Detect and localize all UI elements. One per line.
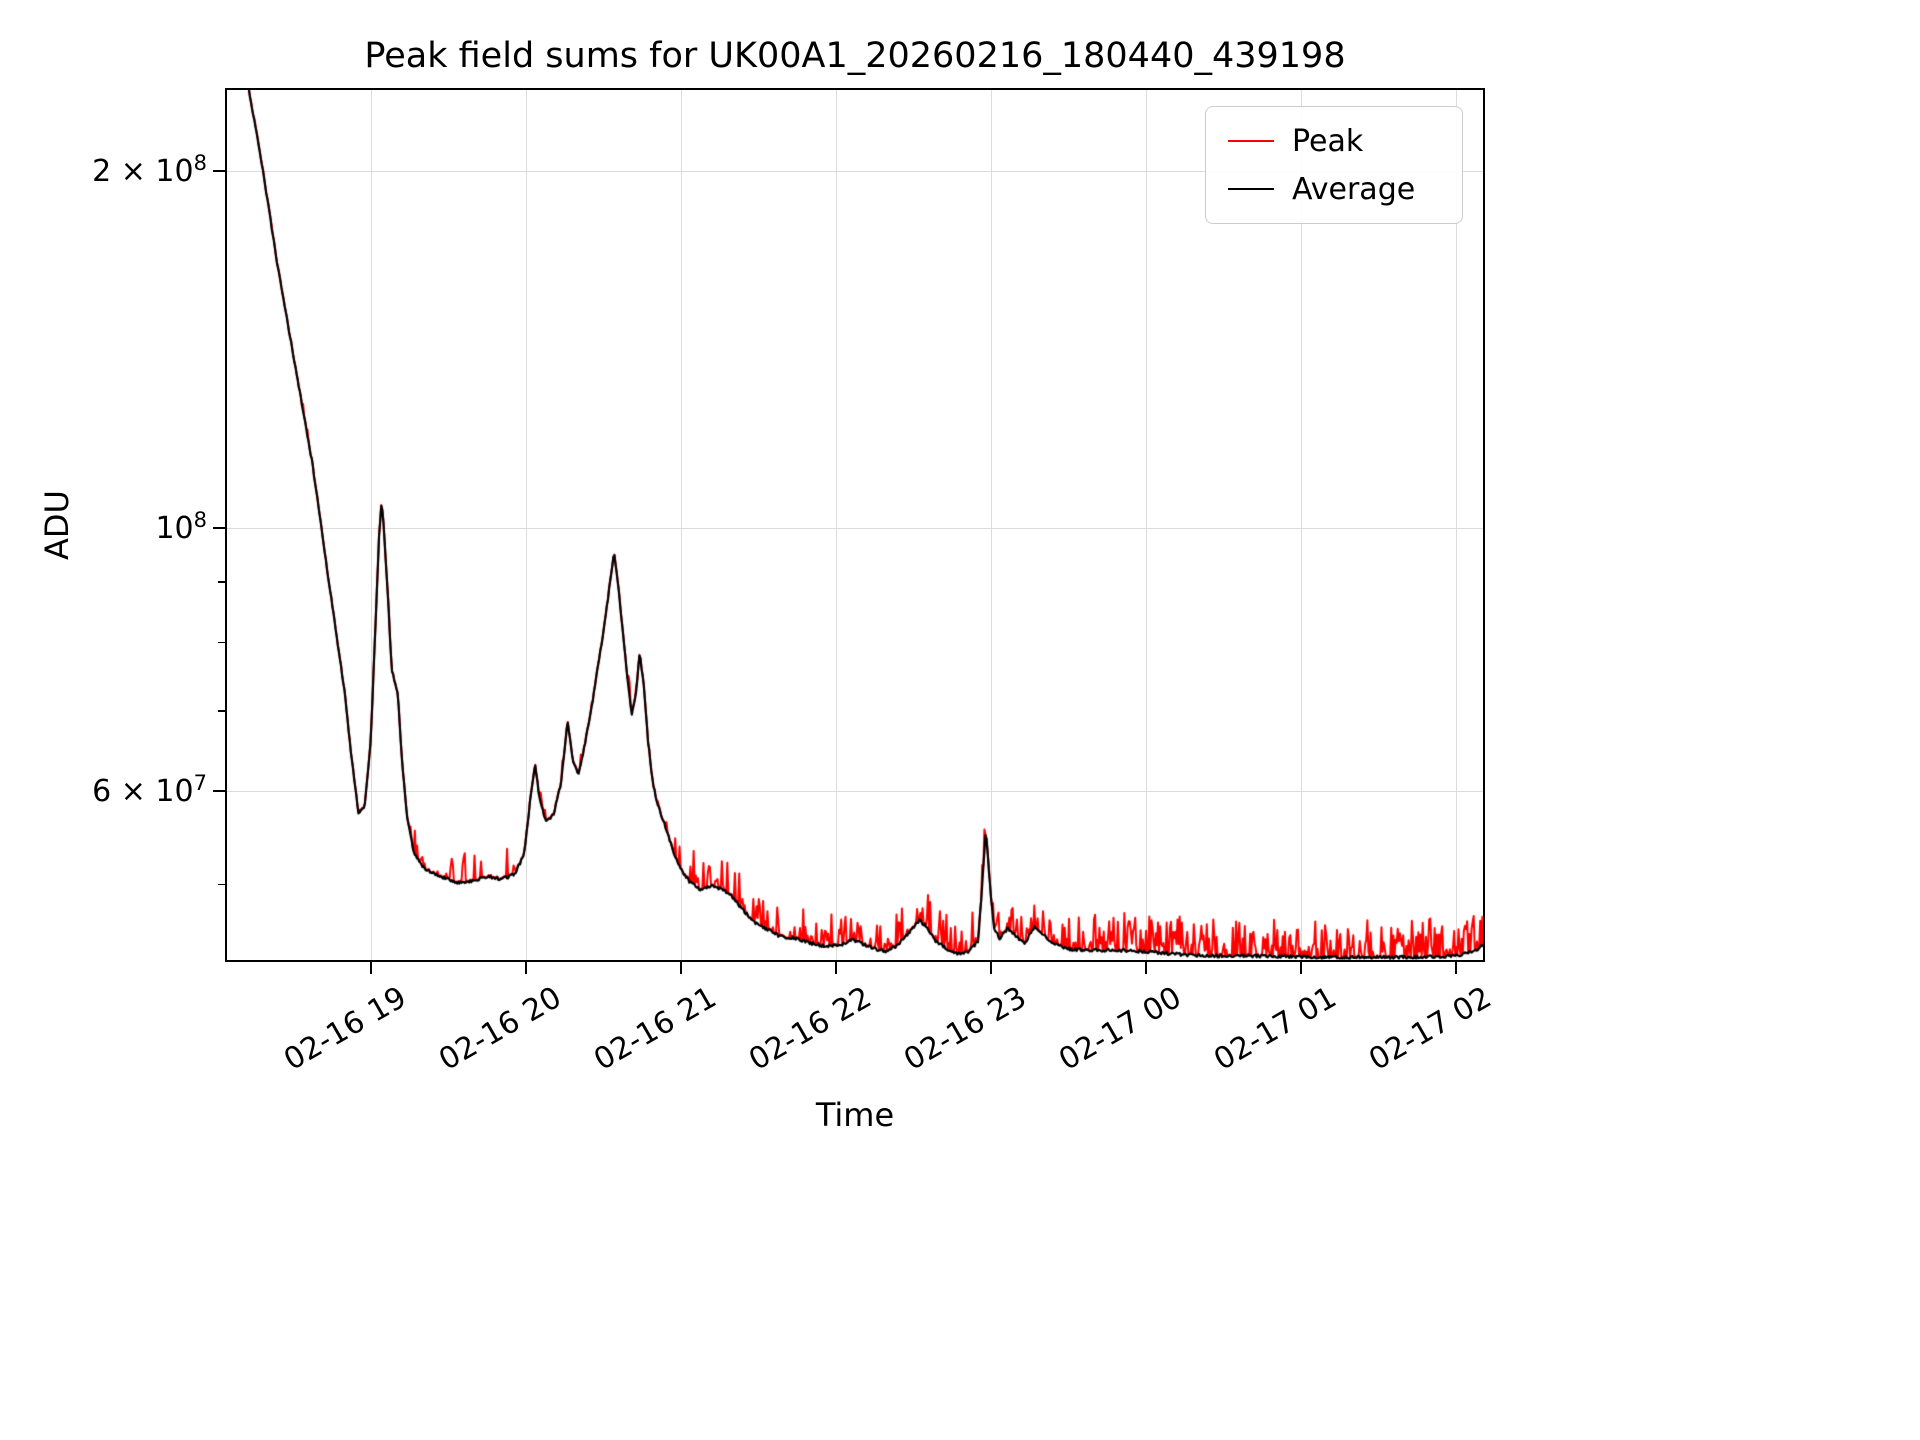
y-minor-tick-mark (218, 641, 225, 644)
y-tick-label: 2 × 108 (92, 151, 207, 190)
x-tick-mark (369, 962, 372, 974)
legend-entry-peak: Peak (1228, 119, 1440, 163)
x-tick-mark (834, 962, 837, 974)
y-tick-label: 6 × 107 (92, 770, 207, 809)
x-axis-label: Time (815, 1096, 895, 1134)
x-tick-mark (679, 962, 682, 974)
plot-area (225, 88, 1485, 962)
legend-label-average: Average (1292, 171, 1416, 207)
x-tick-label: 02-17 00 (1052, 980, 1188, 1078)
y-tick-mark (213, 526, 225, 529)
x-tick-label: 02-16 21 (587, 980, 723, 1078)
x-tick-label: 02-16 22 (742, 980, 878, 1078)
x-tick-label: 02-16 19 (277, 980, 413, 1078)
chart-title: Peak field sums for UK00A1_20260216_1804… (364, 36, 1346, 76)
legend-entry-average: Average (1228, 167, 1440, 211)
y-tick-mark (213, 789, 225, 792)
x-tick-label: 02-17 01 (1207, 980, 1343, 1078)
y-minor-tick-mark (218, 883, 225, 886)
x-tick-mark (1454, 962, 1457, 974)
y-axis-label: ADU (38, 490, 76, 560)
y-tick-mark (213, 169, 225, 172)
y-tick-label: 108 (155, 507, 207, 546)
data-lines-canvas (225, 88, 1485, 962)
average-line-sample (1228, 188, 1274, 190)
legend-label-peak: Peak (1292, 123, 1364, 159)
x-tick-mark (1299, 962, 1302, 974)
peak-line-sample (1228, 140, 1274, 142)
y-minor-tick-mark (218, 710, 225, 712)
x-tick-mark (1144, 962, 1147, 974)
legend: Peak Average (1205, 106, 1463, 224)
y-minor-tick-mark (218, 581, 225, 583)
x-tick-label: 02-16 23 (897, 980, 1033, 1078)
x-tick-label: 02-16 20 (432, 980, 568, 1078)
x-tick-mark (524, 962, 527, 974)
x-tick-mark (989, 962, 992, 974)
x-tick-label: 02-17 02 (1362, 980, 1498, 1078)
